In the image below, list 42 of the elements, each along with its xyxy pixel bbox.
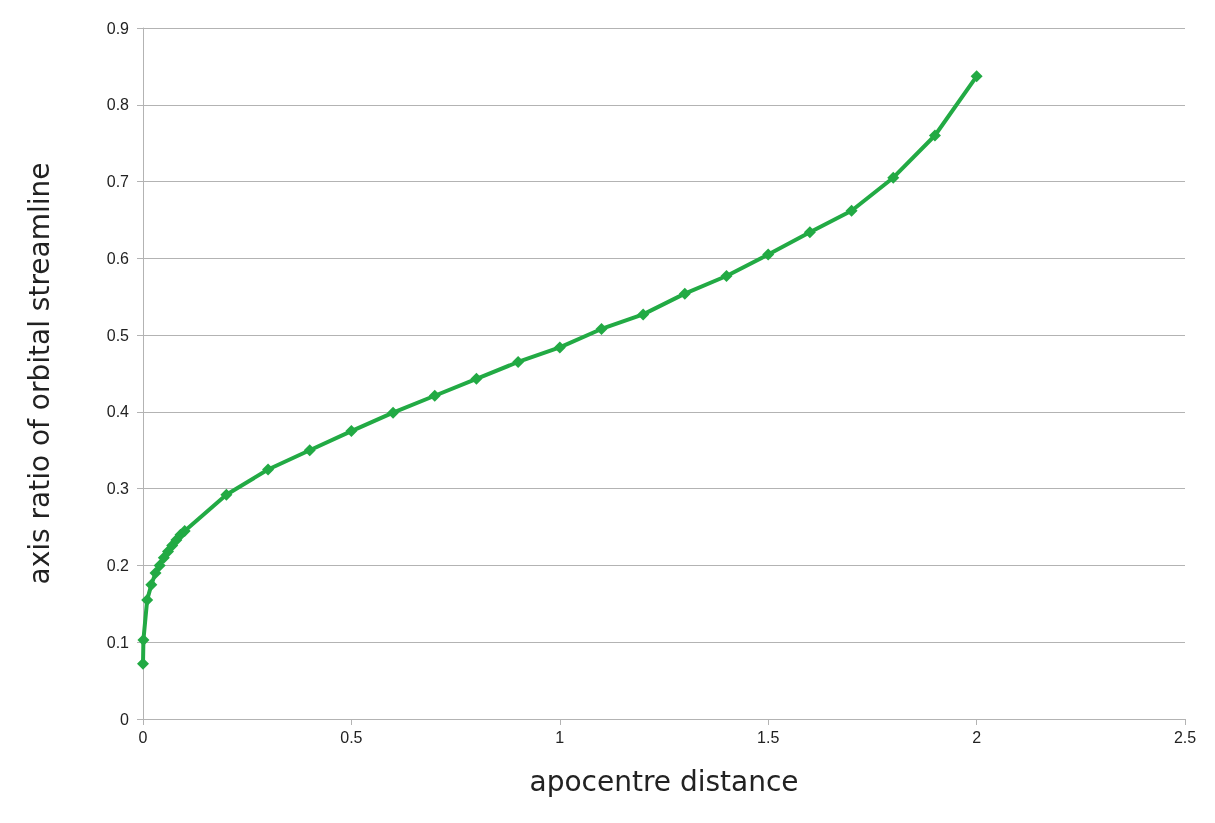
point: [678, 287, 691, 300]
point: [303, 444, 316, 457]
point: [141, 593, 154, 606]
y-tick-label: 0.1: [106, 633, 130, 651]
point: [803, 226, 816, 239]
point: [153, 559, 166, 572]
point: [428, 389, 441, 402]
x-tick-label: 0: [138, 728, 148, 746]
x-tick-label: 1: [555, 728, 565, 746]
y-tick-label: 0.2: [106, 556, 130, 574]
x-tick-label: 0.5: [340, 728, 363, 746]
x-axis-title: apocentre distance: [529, 764, 799, 798]
y-tick-label: 0.5: [106, 326, 130, 344]
x-tick-label: 2.5: [1173, 728, 1197, 746]
point: [553, 341, 566, 354]
point: [345, 425, 358, 438]
point: [149, 567, 162, 580]
y-tick-label: 0.4: [106, 403, 130, 421]
point: [387, 406, 400, 419]
point: [262, 463, 275, 476]
point: [595, 322, 608, 335]
y-tick-label: 0.3: [106, 480, 130, 498]
point: [720, 269, 733, 282]
y-tick-label: 0.7: [106, 173, 130, 191]
point: [512, 355, 525, 368]
point: [887, 171, 900, 184]
y-tick-label: 0.8: [106, 96, 130, 114]
x-tick-label: 1.5: [757, 728, 780, 746]
x-tick-label: 2: [972, 728, 982, 746]
y-tick-label: 0.9: [106, 19, 130, 37]
point: [637, 308, 650, 321]
point: [145, 578, 158, 591]
point: [762, 248, 775, 261]
point: [970, 70, 983, 83]
point: [178, 524, 191, 537]
point: [928, 129, 941, 142]
y-axis-title: axis ratio of orbital streamline: [22, 162, 56, 585]
point: [845, 204, 858, 217]
y-tick-label: 0: [120, 710, 130, 728]
y-tick-label: 0.6: [106, 249, 130, 267]
point: [220, 488, 233, 501]
point: [470, 372, 483, 385]
